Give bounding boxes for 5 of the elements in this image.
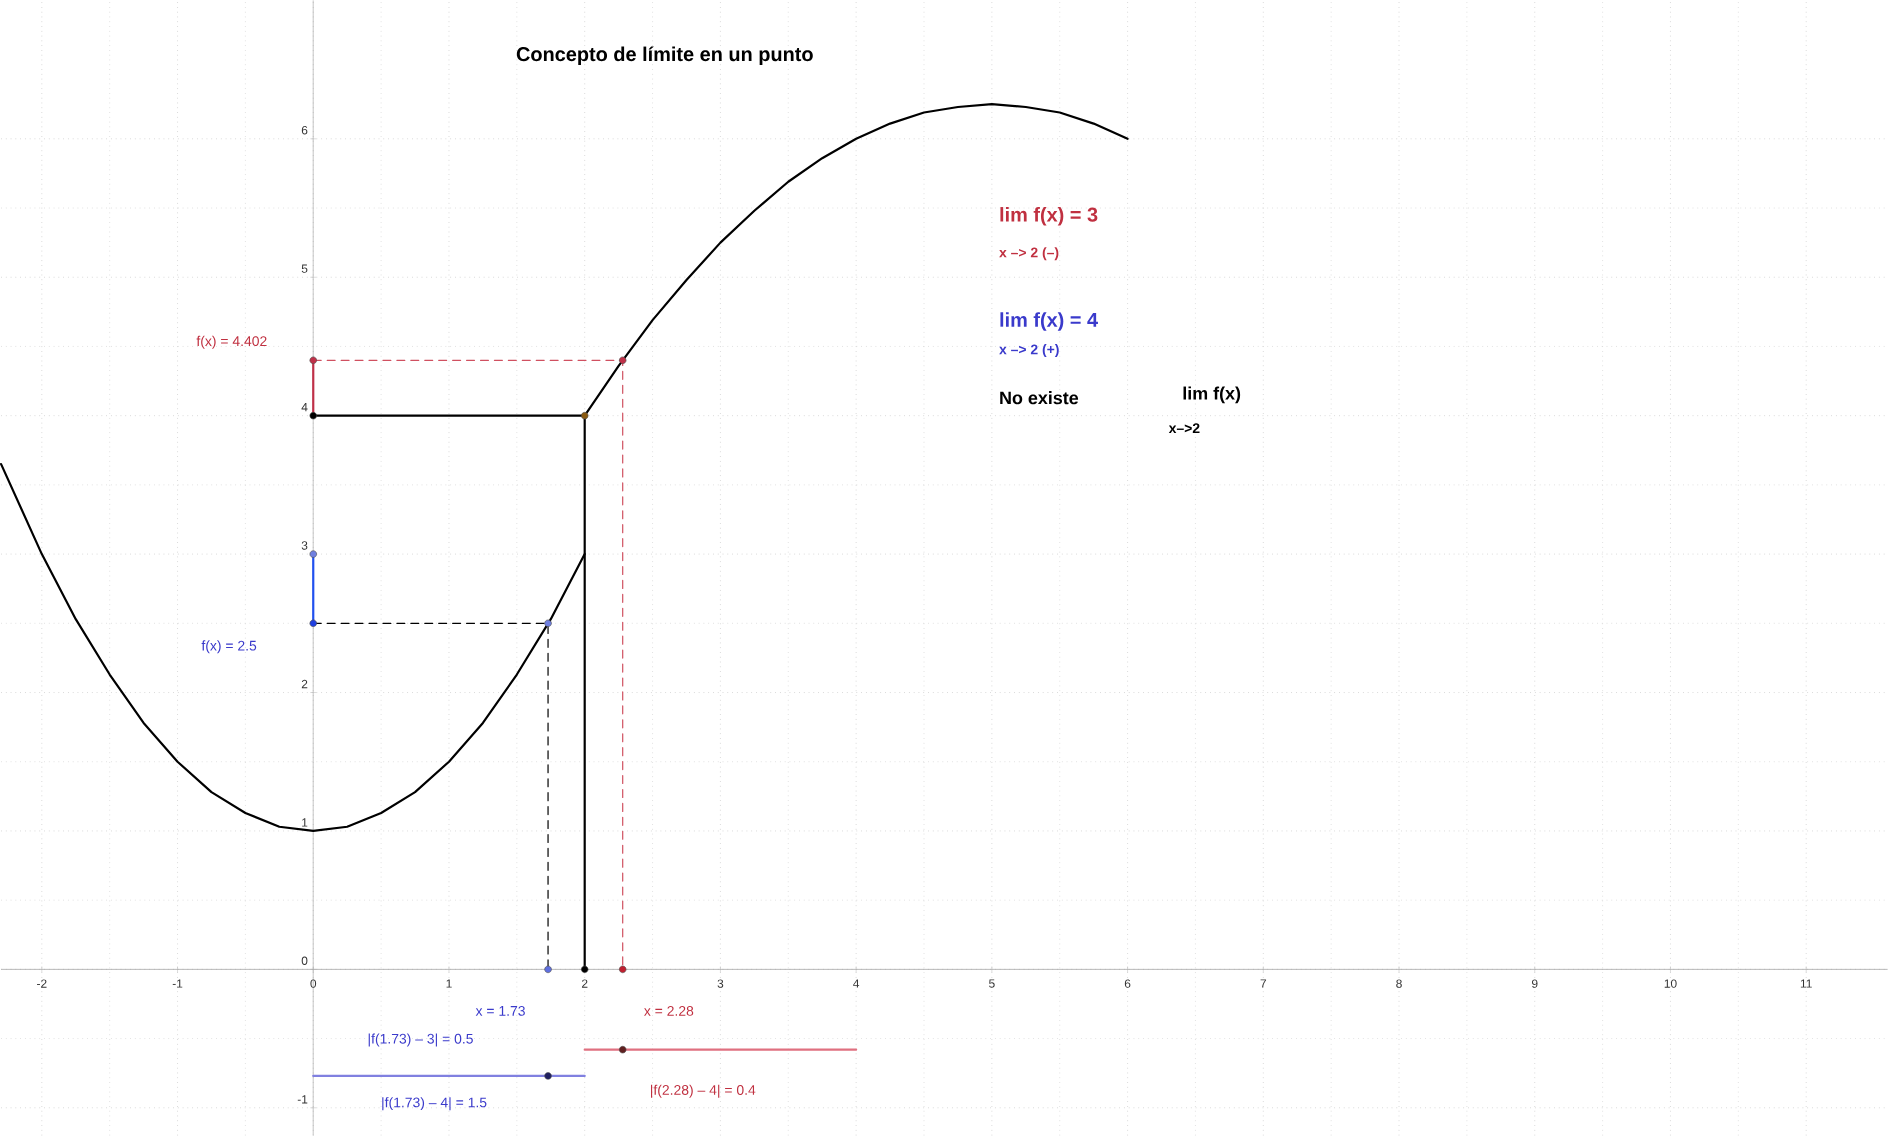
annotation: lim f(x) = 3 bbox=[1000, 207, 1098, 226]
text: Concepto de límite en un punto bbox=[516, 46, 813, 66]
annotation: No existe bbox=[1000, 391, 1079, 405]
annotation: lim f(x) = 4 bbox=[1000, 312, 1098, 331]
annotation: lim f(x) bbox=[1183, 386, 1241, 404]
